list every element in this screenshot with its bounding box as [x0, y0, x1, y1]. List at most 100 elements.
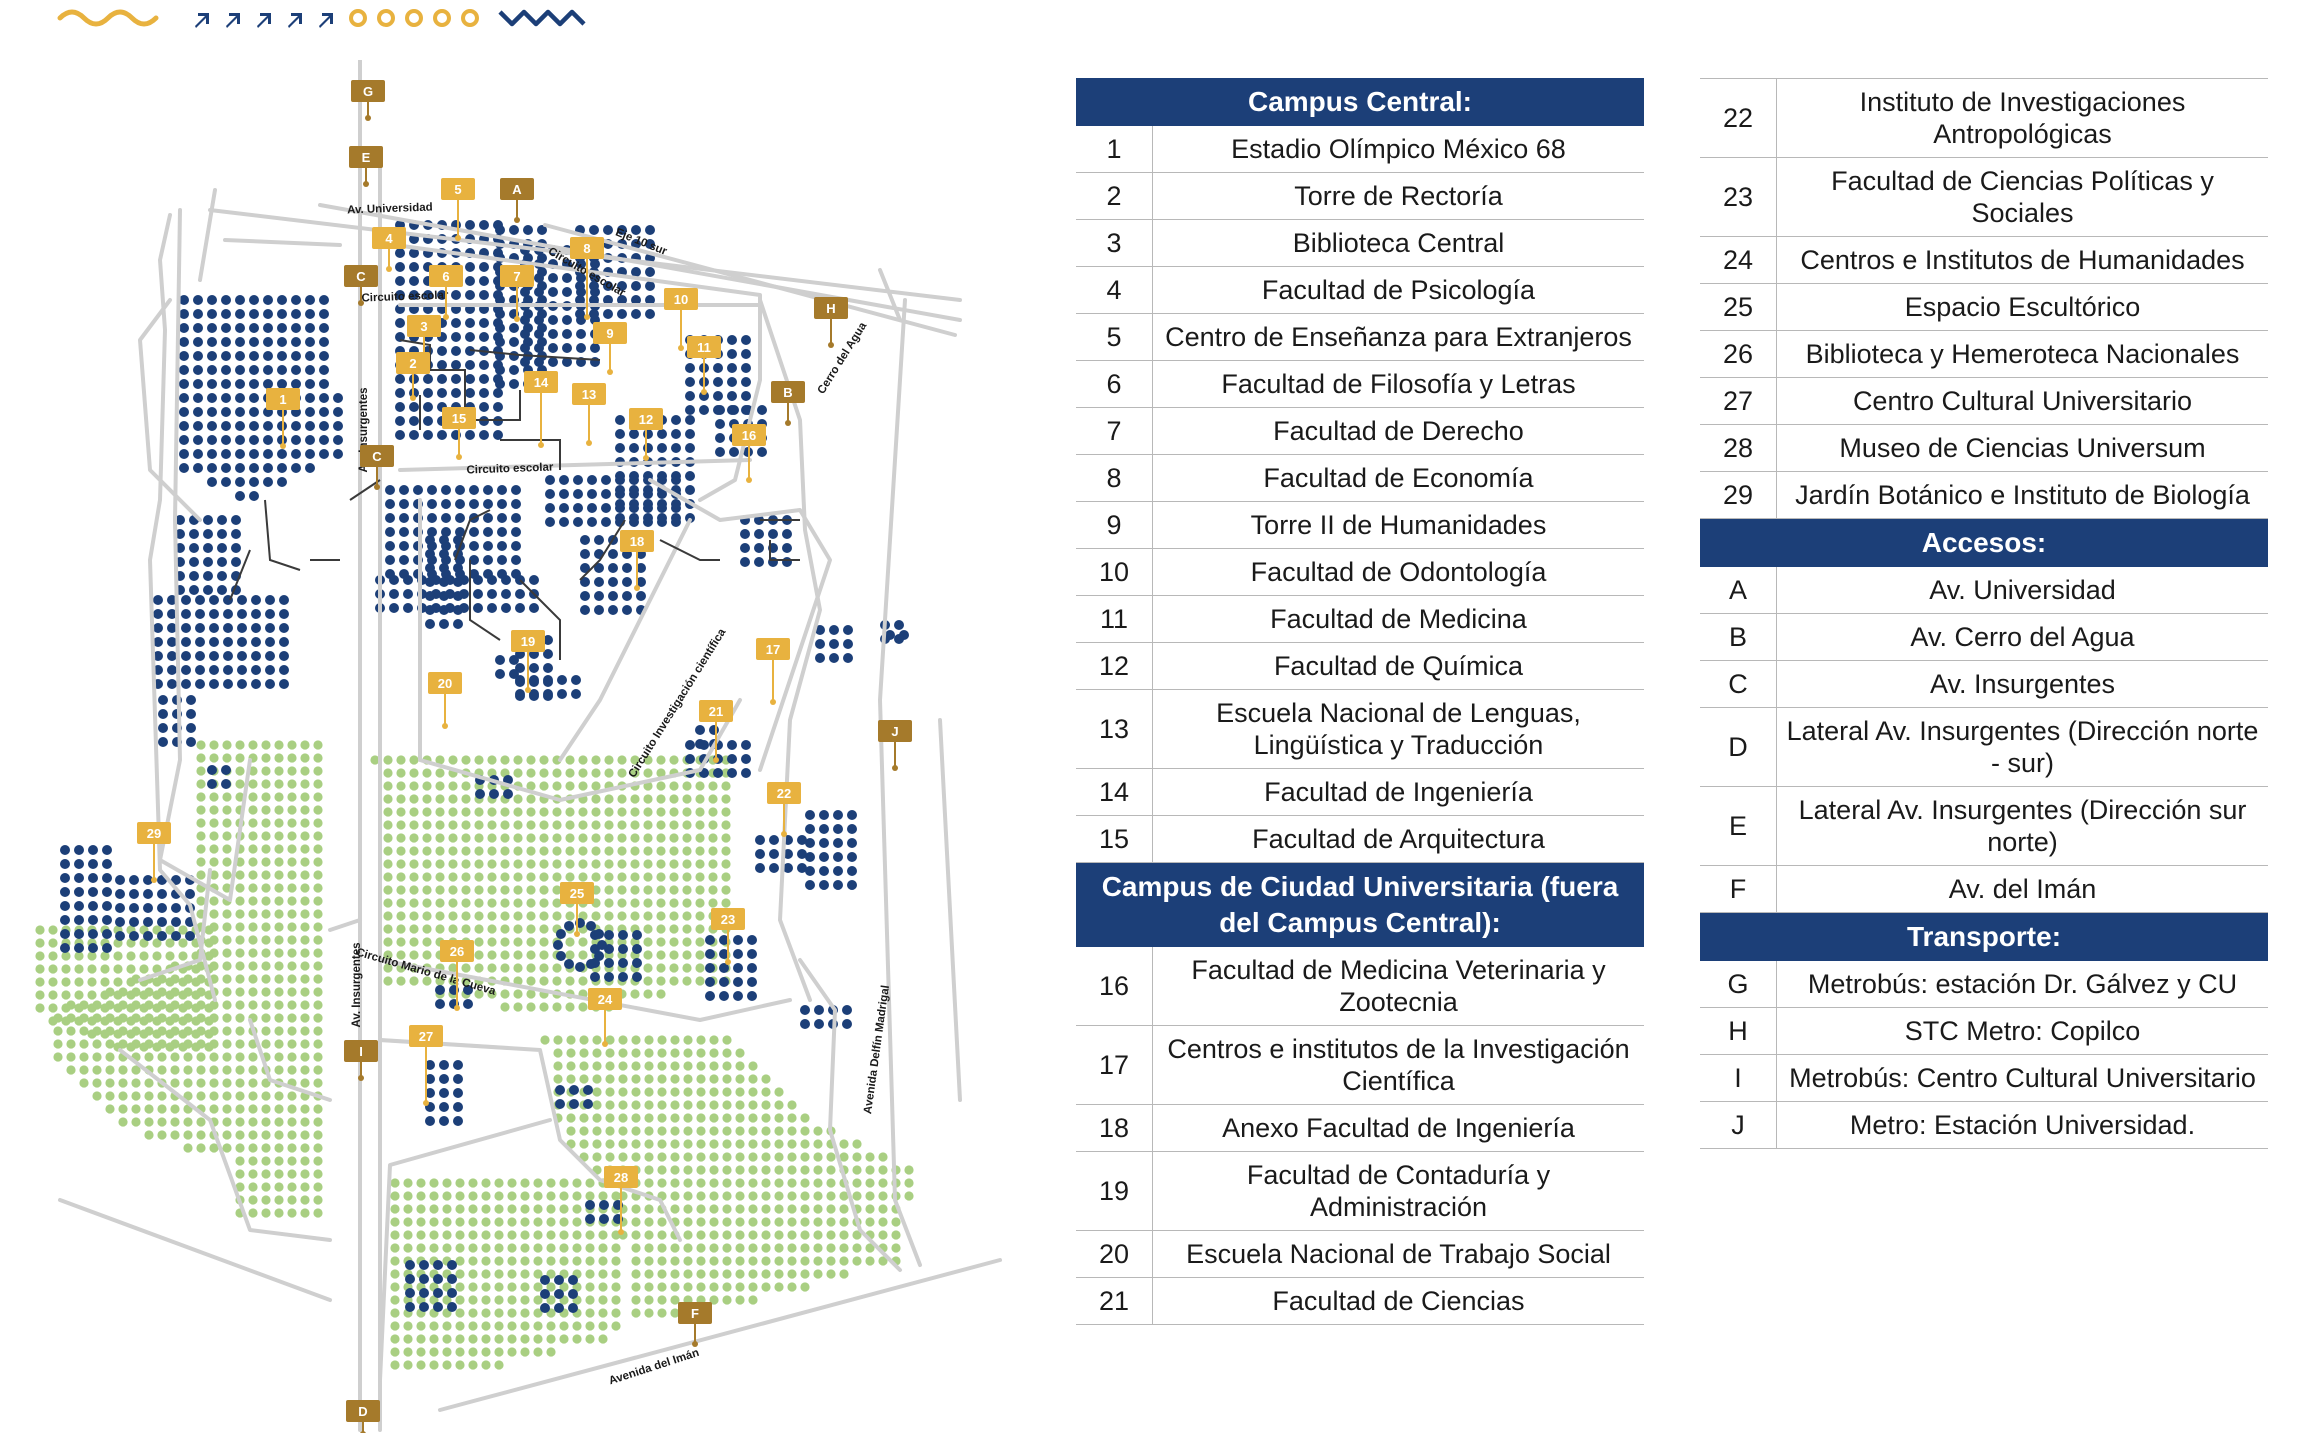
legend-section-title: Transporte:: [1700, 913, 2268, 961]
site-marker[interactable]: 23: [711, 908, 745, 965]
legend-label: Metrobús: Centro Cultural Universitario: [1776, 1054, 2268, 1102]
site-marker[interactable]: 18: [620, 530, 654, 591]
legend-label: Instituto de Investigaciones Antropológi…: [1776, 78, 2268, 158]
site-marker[interactable]: 7: [500, 265, 534, 322]
site-marker[interactable]: 3: [407, 315, 441, 360]
site-marker[interactable]: 25: [560, 882, 594, 937]
legend-row: 11 Facultad de Medicina: [1076, 595, 1644, 643]
site-marker[interactable]: 15: [442, 407, 476, 460]
legend-column-1: Campus Central: 1 Estadio Olímpico México …: [1076, 78, 1644, 1325]
site-marker[interactable]: 19: [511, 630, 545, 693]
legend-label: Facultad de Ciencias Políticas y Sociale…: [1776, 157, 2268, 237]
site-marker[interactable]: 26: [440, 940, 474, 1011]
site-marker[interactable]: 1: [266, 388, 300, 449]
legend-key: 28: [1700, 424, 1777, 472]
site-marker[interactable]: 12: [629, 408, 663, 461]
site-marker[interactable]: 14: [524, 371, 558, 448]
legend-label: Centros e institutos de la Investigación…: [1152, 1025, 1644, 1105]
legend-table: G Metrobús: estación Dr. Gálvez y CU H STC …: [1700, 961, 2268, 1149]
legend-row: 17 Centros e institutos de la Investigaci…: [1076, 1025, 1644, 1105]
legend-row: 19 Facultad de Contaduría y Administració…: [1076, 1151, 1644, 1231]
site-marker-label: 16: [742, 428, 756, 443]
site-marker[interactable]: 5: [441, 178, 475, 241]
decorative-pattern: [57, 9, 586, 28]
street-label: Avenida Delfín Madrigal: [862, 984, 892, 1114]
legend-key: I: [1700, 1054, 1777, 1102]
access-marker[interactable]: E: [349, 146, 383, 187]
access-marker[interactable]: D: [346, 1400, 380, 1433]
site-marker[interactable]: 20: [428, 672, 462, 729]
access-marker[interactable]: F: [678, 1302, 712, 1347]
site-marker[interactable]: 16: [732, 424, 766, 483]
legend-key: 20: [1076, 1230, 1153, 1278]
site-marker[interactable]: 8: [570, 237, 604, 320]
site-marker-label: 25: [570, 886, 584, 901]
access-marker[interactable]: B: [771, 381, 805, 426]
legend-key: 18: [1076, 1104, 1153, 1152]
site-marker-label: 3: [420, 319, 427, 334]
access-marker[interactable]: H: [814, 297, 848, 348]
site-marker[interactable]: 11: [687, 336, 721, 395]
legend-key: E: [1700, 786, 1777, 866]
legend-row: H STC Metro: Copilco: [1700, 1007, 2268, 1055]
legend-label: Facultad de Economía: [1152, 454, 1644, 502]
legend-label: Lateral Av. Insurgentes (Dirección norte…: [1776, 707, 2268, 787]
site-marker[interactable]: 10: [664, 288, 698, 351]
legend-row: 3 Biblioteca Central: [1076, 219, 1644, 267]
site-marker[interactable]: 6: [429, 265, 463, 320]
legend-label: Escuela Nacional de Trabajo Social: [1152, 1230, 1644, 1278]
site-marker[interactable]: 27: [409, 1025, 443, 1106]
legend-row: A Av. Universidad: [1700, 567, 2268, 614]
site-marker[interactable]: 24: [588, 988, 622, 1047]
legend-row: 27 Centro Cultural Universitario: [1700, 377, 2268, 425]
legend-label: Metrobús: estación Dr. Gálvez y CU: [1776, 961, 2268, 1008]
legend-row: 4 Facultad de Psicología: [1076, 266, 1644, 314]
access-marker-label: C: [372, 449, 382, 464]
legend-key: 24: [1700, 236, 1777, 284]
access-marker[interactable]: C: [360, 445, 394, 490]
legend-key: 12: [1076, 642, 1153, 690]
legend-key: 23: [1700, 157, 1777, 237]
legend-key: 14: [1076, 768, 1153, 816]
legend-key: 5: [1076, 313, 1153, 361]
site-marker-label: 10: [674, 292, 688, 307]
green-reserve-zone: [35, 740, 914, 1370]
legend-row: 7 Facultad de Derecho: [1076, 407, 1644, 455]
legend-key: 8: [1076, 454, 1153, 502]
legend-row: 28 Museo de Ciencias Universum: [1700, 424, 2268, 472]
site-marker[interactable]: 28: [604, 1166, 638, 1235]
site-marker[interactable]: 4: [372, 227, 406, 272]
site-marker-label: 12: [639, 412, 653, 427]
site-marker[interactable]: 13: [572, 383, 606, 446]
site-marker-label: 9: [606, 326, 613, 341]
site-marker[interactable]: 21: [699, 700, 733, 763]
site-marker[interactable]: 17: [756, 638, 790, 705]
site-marker[interactable]: 9: [593, 322, 627, 375]
legend-row: C Av. Insurgentes: [1700, 660, 2268, 708]
legend-key: 26: [1700, 330, 1777, 378]
access-marker[interactable]: G: [351, 80, 385, 121]
legend-label: Facultad de Arquitectura: [1152, 815, 1644, 863]
access-marker[interactable]: J: [878, 720, 912, 771]
access-marker[interactable]: C: [344, 265, 378, 306]
site-marker[interactable]: 22: [767, 782, 801, 837]
access-marker[interactable]: A: [500, 178, 534, 223]
legend-row: 10 Facultad de Odontología: [1076, 548, 1644, 596]
legend-row: 8 Facultad de Economía: [1076, 454, 1644, 502]
site-marker-label: 14: [534, 375, 549, 390]
access-marker-label: A: [512, 182, 522, 197]
legend-label: Facultad de Medicina Veterinaria y Zoote…: [1152, 947, 1644, 1026]
site-marker[interactable]: 29: [137, 822, 171, 883]
legend-row: 5 Centro de Enseñanza para Extranjeros: [1076, 313, 1644, 361]
access-marker[interactable]: I: [344, 1040, 378, 1081]
street-label: Circuito escolar: [361, 289, 449, 304]
site-marker-label: 20: [438, 676, 452, 691]
legend-key: 7: [1076, 407, 1153, 455]
legend-label: Escuela Nacional de Lenguas, Lingüística…: [1152, 689, 1644, 769]
access-marker-label: G: [363, 84, 373, 99]
legend-row: 23 Facultad de Ciencias Políticas y Socia…: [1700, 157, 2268, 237]
legend-label: Av. Universidad: [1776, 567, 2268, 614]
access-marker-label: B: [783, 385, 792, 400]
access-marker-label: I: [359, 1044, 363, 1059]
